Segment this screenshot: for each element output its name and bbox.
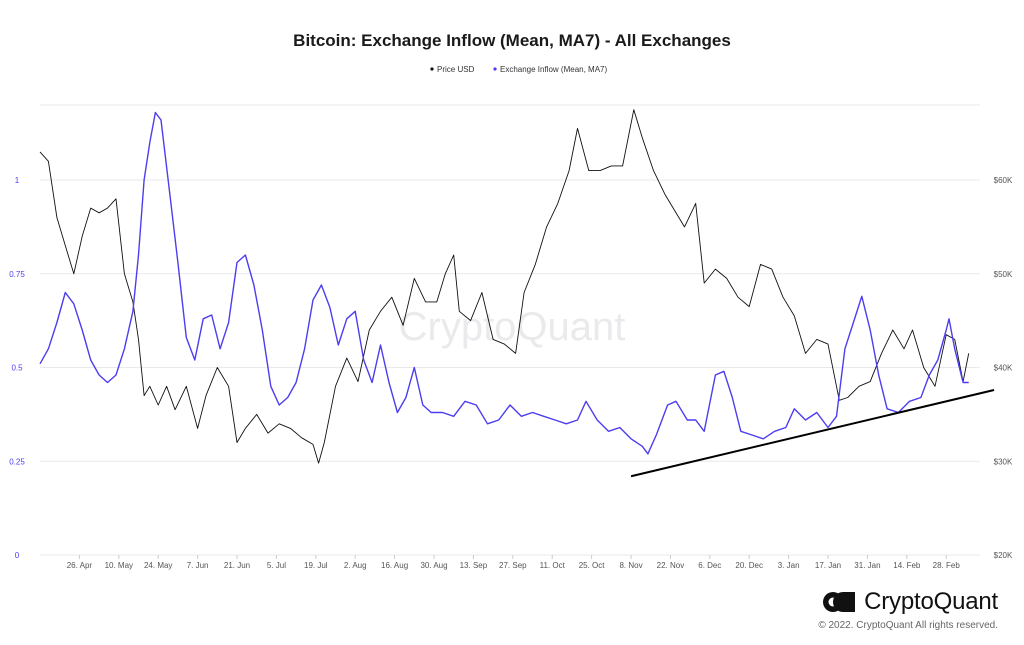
copyright-text: © 2022. CryptoQuant All rights reserved. (818, 620, 998, 631)
x-tick-label: 14. Feb (893, 561, 921, 570)
cryptoquant-logo-icon (823, 592, 856, 612)
x-tick-label: 7. Jun (187, 561, 209, 570)
legend-marker (493, 67, 497, 71)
left-tick-label: 0.75 (9, 270, 25, 279)
annotation-layer (630, 389, 995, 478)
x-tick-label: 19. Jul (304, 561, 328, 570)
grid (40, 104, 980, 556)
x-tick-label: 22. Nov (657, 561, 685, 570)
x-tick-label: 26. Apr (67, 561, 93, 570)
x-axis: 26. Apr 10. May 24. May 7. Jun 21. Jun 5. Jul… (67, 555, 961, 570)
x-tick-label: 17. Jan (815, 561, 841, 570)
x-tick-label: 6. Dec (698, 561, 721, 570)
left-tick-label: 0 (15, 551, 20, 560)
exchange-inflow-line (39, 111, 969, 455)
right-tick-label: $40K (994, 364, 1013, 373)
legend-item[interactable]: Price USD (437, 65, 475, 74)
x-tick-label: 8. Nov (619, 561, 642, 570)
x-tick-label: 27. Sep (499, 561, 527, 570)
x-tick-label: 3. Jan (778, 561, 800, 570)
price-usd-line (39, 109, 970, 464)
legend: Price USD Exchange Inflow (Mean, MA7) (430, 65, 607, 74)
trendline (630, 389, 995, 478)
left-tick-label: 0.5 (11, 364, 23, 373)
legend-marker (430, 67, 434, 71)
legend-item[interactable]: Exchange Inflow (Mean, MA7) (500, 65, 607, 74)
x-tick-label: 11. Oct (540, 561, 566, 570)
x-tick-label: 5. Jul (267, 561, 286, 570)
right-tick-label: $50K (994, 270, 1013, 279)
x-tick-label: 30. Aug (420, 561, 447, 570)
x-tick-label: 31. Jan (854, 561, 880, 570)
x-tick-label: 24. May (144, 561, 172, 570)
brand-name: CryptoQuant (864, 588, 998, 615)
right-tick-label: $20K (994, 551, 1013, 560)
x-tick-label: 20. Dec (735, 561, 763, 570)
x-tick-label: 10. May (105, 561, 133, 570)
x-tick-label: 13. Sep (460, 561, 488, 570)
left-axis: 0 0.25 0.5 0.75 1 (9, 176, 25, 560)
right-tick-label: $60K (994, 176, 1013, 185)
left-tick-label: 0.25 (9, 457, 25, 466)
x-tick-label: 2. Aug (344, 561, 367, 570)
right-tick-label: $30K (994, 457, 1013, 466)
right-axis: $20K $30K $40K $50K $60K (994, 176, 1013, 560)
chart-title: Bitcoin: Exchange Inflow (Mean, MA7) - A… (293, 31, 731, 50)
watermark-text: CryptoQuant (399, 305, 626, 349)
x-tick-label: 28. Feb (933, 561, 961, 570)
brand-logo: CryptoQuant (822, 588, 998, 616)
left-tick-label: 1 (15, 176, 20, 185)
x-tick-label: 21. Jun (224, 561, 250, 570)
x-tick-label: 16. Aug (381, 561, 408, 570)
series-layer (39, 109, 970, 464)
x-tick-label: 25. Oct (579, 561, 606, 570)
